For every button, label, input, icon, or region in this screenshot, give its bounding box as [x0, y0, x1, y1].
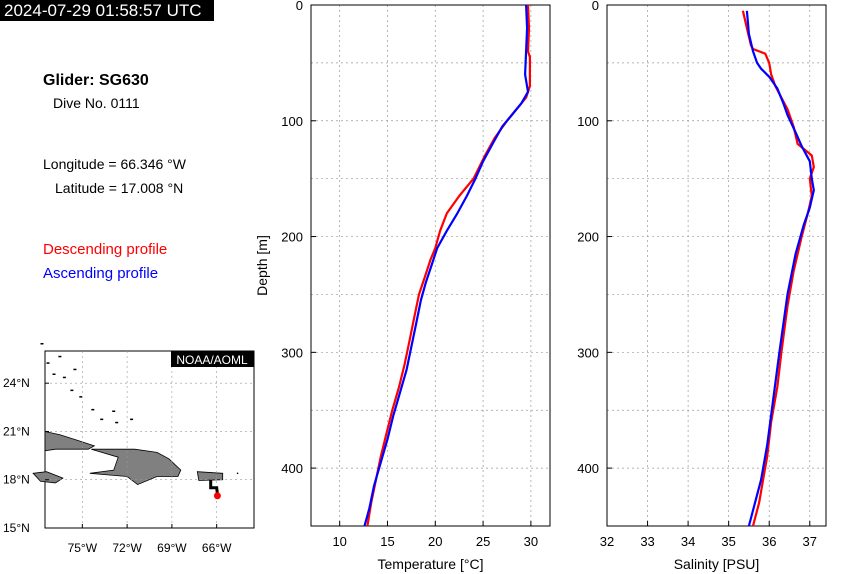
map-lat-label: 21°N [3, 424, 30, 438]
longitude-readout: Longitude = 66.346 °W [43, 156, 186, 172]
bahamas-island [100, 418, 104, 421]
bahamas-island [58, 355, 62, 358]
puerto-rico-landmass [196, 471, 224, 481]
map-lat-label: 18°N [3, 473, 30, 487]
x-tick-label: 33 [640, 534, 654, 549]
grid [311, 4, 550, 527]
x-tick-label: 35 [721, 534, 735, 549]
y-tick-label: 0 [296, 0, 303, 13]
map-lon-label: 66°W [202, 541, 232, 555]
bahamas-island [130, 418, 134, 421]
y-tick-label: 200 [281, 230, 303, 245]
plot-frame [606, 4, 827, 527]
hispaniola-landmass [89, 448, 182, 486]
plot-frame [310, 4, 551, 527]
jamaica-landmass [32, 471, 64, 484]
glider-track [209, 479, 219, 495]
bahamas-island [46, 362, 50, 364]
x-axis-title: Salinity [PSU] [674, 556, 760, 572]
x-tick-label: 32 [600, 534, 614, 549]
y-tick-label: 200 [577, 230, 599, 245]
map-lat-label: 24°N [3, 376, 30, 390]
y-tick-label: 400 [281, 461, 303, 476]
map-credit-box [171, 351, 254, 367]
bahamas-island [112, 410, 116, 412]
map-lon-label: 72°W [112, 541, 142, 555]
virgin-islands [236, 472, 239, 475]
x-tick-label: 10 [332, 534, 346, 549]
map-landmass [32, 343, 239, 486]
x-tick-label: 15 [380, 534, 394, 549]
series-line [741, 10, 815, 527]
map-lon-label: 75°W [68, 541, 98, 555]
timestamp: 2024-07-29 01:58:57 UTC [0, 0, 214, 21]
x-tick-label: 20 [428, 534, 442, 549]
glider-position-marker [213, 492, 221, 500]
location-map: 24°N 21°N 18°N 15°N 75°W 72°W 69°W 66°W NOAA/AO… [3, 343, 255, 555]
x-tick-label: 34 [681, 534, 695, 549]
latitude-readout: Latitude = 17.008 °N [55, 180, 184, 196]
bahamas-island [70, 389, 74, 392]
y-axis-title: Depth [m] [254, 235, 270, 296]
bahamas-island [62, 376, 66, 379]
y-tick-label: 300 [577, 345, 599, 360]
x-axis-title: Temperature [°C] [378, 556, 484, 572]
map-lat-label: 15°N [3, 521, 30, 535]
map-credit: NOAA/AOML [176, 353, 248, 367]
bahamas-island [73, 368, 77, 371]
cuba-landmass [44, 431, 96, 452]
series-line [745, 10, 815, 527]
bahamas-island [79, 396, 83, 398]
map-tick-labels: 24°N 21°N 18°N 15°N 75°W 72°W 69°W 66°W [3, 376, 232, 555]
bahamas-island [52, 373, 56, 375]
y-tick-label: 400 [577, 461, 599, 476]
bahamas-island [115, 421, 119, 424]
bahamas-island [91, 408, 95, 411]
map-lon-label: 69°W [157, 541, 187, 555]
y-tick-label: 300 [281, 345, 303, 360]
legend-ascending: Ascending profile [43, 265, 159, 282]
x-tick-label: 36 [762, 534, 776, 549]
y-tick-label: 0 [592, 0, 599, 13]
y-tick-label: 100 [577, 114, 599, 129]
bahamas-island [40, 343, 44, 345]
x-tick-label: 25 [476, 534, 490, 549]
x-tick-label: 30 [524, 534, 538, 549]
series-line [366, 4, 532, 527]
glider-title: Glider: SG630 [43, 72, 149, 89]
map-frame [44, 350, 255, 529]
salinity-chart: 32 33 34 35 36 37 0 100 200 300 400 Salinity [PSU] [577, 0, 827, 572]
series-line [363, 4, 530, 527]
y-tick-label: 100 [281, 114, 303, 129]
x-tick-label: 37 [803, 534, 817, 549]
legend-descending: Descending profile [43, 241, 168, 258]
map-graticule [45, 351, 254, 529]
dive-number: Dive No. 0111 [53, 95, 140, 111]
